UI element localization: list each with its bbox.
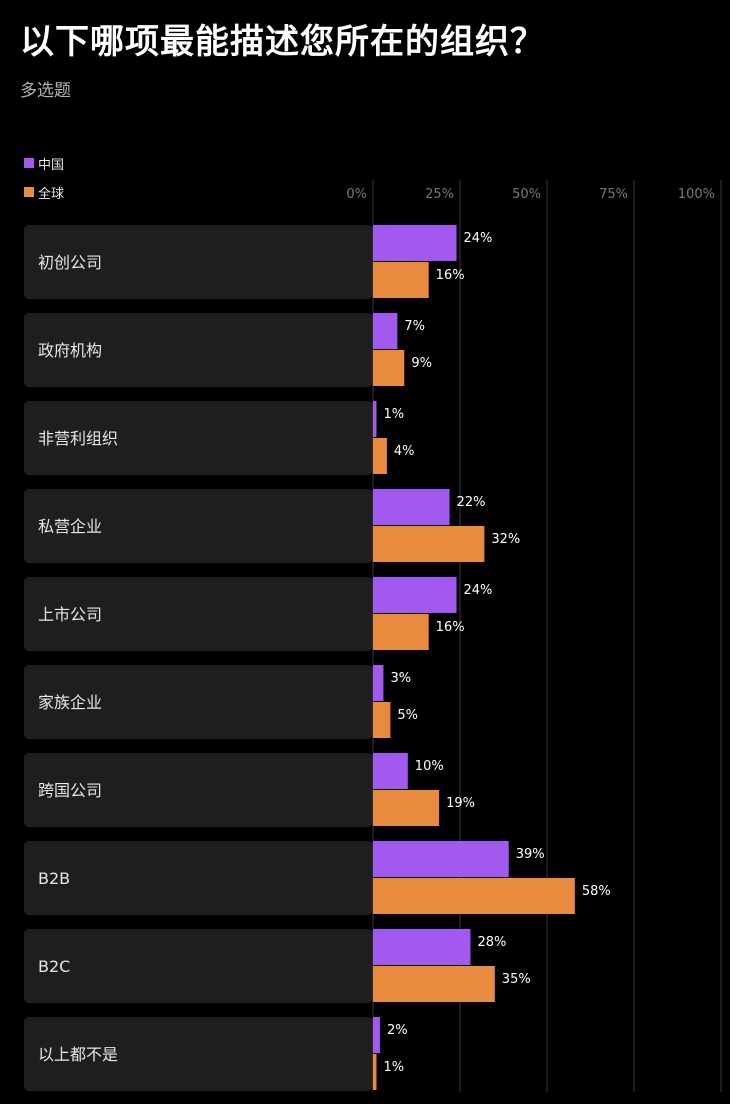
- bar-china: [373, 1017, 380, 1053]
- bar-global: [373, 1054, 377, 1090]
- x-tick-label: 0%: [346, 187, 367, 202]
- category-label: 初创公司: [38, 253, 102, 272]
- bar-china: [373, 313, 398, 349]
- data-label: 24%: [464, 231, 493, 246]
- bar-global: [373, 702, 391, 738]
- data-label: 16%: [436, 268, 465, 283]
- legend-label-china: 中国: [38, 157, 65, 173]
- x-tick-label: 50%: [512, 187, 541, 202]
- legend-item-china: 中国: [24, 154, 65, 173]
- data-label: 3%: [390, 671, 411, 686]
- data-label: 10%: [415, 759, 444, 774]
- category-label: B2B: [38, 869, 70, 888]
- category-label: 私营企业: [38, 517, 102, 536]
- data-label: 1%: [383, 1060, 404, 1075]
- category-label: 跨国公司: [38, 781, 102, 800]
- data-label: 24%: [464, 583, 493, 598]
- legend-item-global: 全球: [24, 183, 65, 202]
- category-label: 以上都不是: [38, 1045, 118, 1064]
- data-label: 4%: [394, 444, 415, 459]
- data-label: 9%: [411, 356, 432, 371]
- x-tick-label: 25%: [425, 187, 454, 202]
- category-label: 家族企业: [38, 693, 102, 712]
- x-tick-label: 75%: [599, 187, 628, 202]
- bar-global: [373, 262, 429, 298]
- data-label: 32%: [491, 532, 520, 547]
- bar-global: [373, 790, 440, 826]
- category-row-background: [24, 665, 373, 739]
- data-label: 16%: [436, 620, 465, 635]
- data-label: 58%: [582, 884, 611, 899]
- bar-china: [373, 401, 377, 437]
- bar-china: [373, 841, 509, 877]
- category-row-background: [24, 225, 373, 299]
- category-row-background: [24, 577, 373, 651]
- category-row-background: [24, 313, 373, 387]
- legend-swatch-global: [24, 187, 34, 197]
- bar-global: [373, 526, 485, 562]
- bar-china: [373, 577, 457, 613]
- x-tick-label: 100%: [678, 187, 715, 202]
- legend-swatch-china: [24, 158, 34, 168]
- category-row-background: [24, 401, 373, 475]
- bar-global: [373, 966, 495, 1002]
- bar-china: [373, 753, 408, 789]
- bar-china: [373, 929, 471, 965]
- legend: 中国 全球: [24, 154, 64, 212]
- legend-label-global: 全球: [38, 186, 65, 202]
- category-label: 政府机构: [38, 341, 102, 360]
- category-label: 上市公司: [38, 605, 102, 624]
- data-label: 35%: [502, 972, 531, 987]
- bar-china: [373, 225, 457, 261]
- data-label: 1%: [383, 407, 404, 422]
- bar-global: [373, 350, 405, 386]
- data-label: 22%: [457, 495, 486, 510]
- chart-title: 以下哪项最能描述您所在的组织？: [20, 22, 545, 62]
- chart-subtitle: 多选题: [20, 81, 71, 101]
- category-row-background: [24, 841, 373, 915]
- bar-global: [373, 878, 575, 914]
- category-row-background: [24, 753, 373, 827]
- bar-global: [373, 438, 387, 474]
- category-label: B2C: [38, 957, 70, 976]
- data-label: 2%: [387, 1023, 408, 1038]
- category-row-background: [24, 929, 373, 1003]
- data-label: 19%: [446, 796, 475, 811]
- data-label: 5%: [397, 708, 418, 723]
- data-label: 39%: [516, 847, 545, 862]
- category-row-background: [24, 489, 373, 563]
- category-label: 非营利组织: [38, 429, 118, 448]
- bar-china: [373, 665, 384, 701]
- bar-global: [373, 614, 429, 650]
- data-label: 7%: [404, 319, 425, 334]
- data-label: 28%: [477, 935, 506, 950]
- category-row-background: [24, 1017, 373, 1091]
- bar-china: [373, 489, 450, 525]
